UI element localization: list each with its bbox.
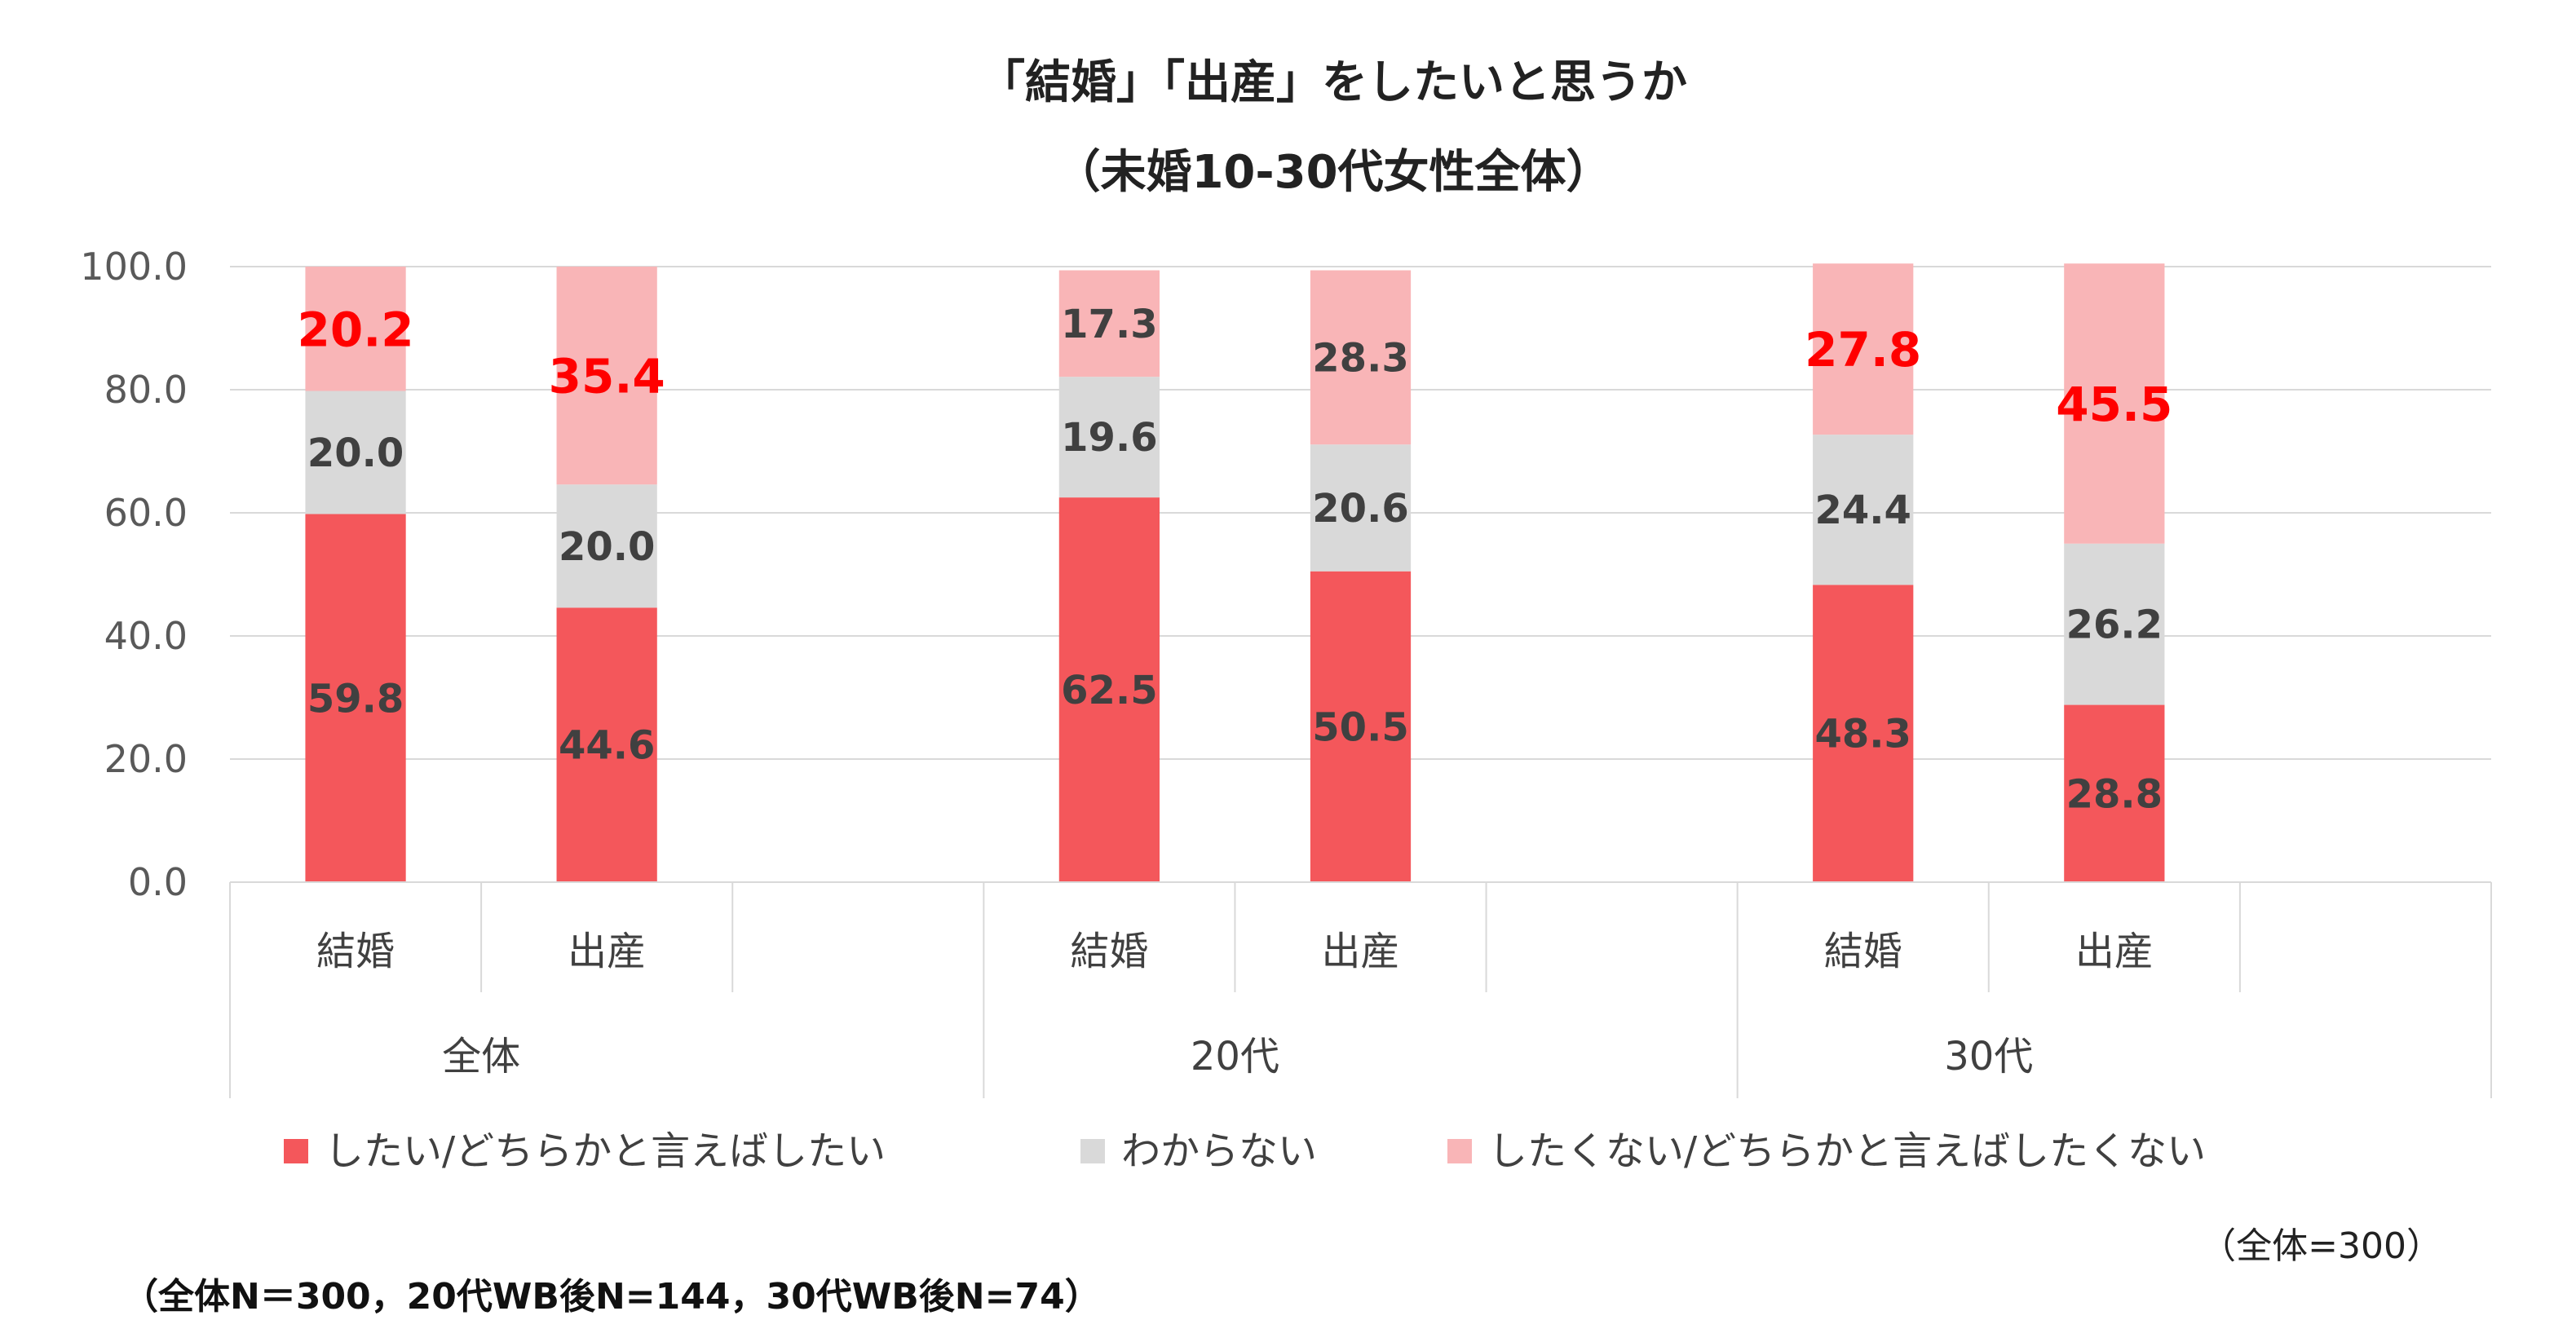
chart-title: 「結婚」「出産」をしたいと思うか bbox=[979, 56, 1687, 109]
x-category-label: 結婚 bbox=[316, 929, 395, 974]
bars bbox=[305, 263, 2165, 882]
y-tick-label: 40.0 bbox=[104, 614, 188, 658]
data-label: 28.8 bbox=[2066, 771, 2163, 817]
y-tick-label: 100.0 bbox=[80, 245, 188, 289]
bar-segment bbox=[1310, 444, 1412, 572]
bar-segment bbox=[1058, 497, 1160, 882]
data-label: 20.0 bbox=[307, 430, 404, 476]
data-label: 28.3 bbox=[1312, 335, 1408, 381]
y-tick-label: 0.0 bbox=[128, 860, 188, 904]
bar-segment bbox=[1058, 270, 1160, 377]
bar-segment bbox=[1813, 435, 1914, 585]
legend: したい/どちらかと言えばしたい わからない したくない/どちらかと言えばしたくない bbox=[284, 1128, 2206, 1174]
y-axis: 0.0 20.0 40.0 60.0 80.0 100.0 bbox=[80, 245, 188, 904]
data-label: 59.8 bbox=[307, 676, 404, 722]
y-tick-label: 20.0 bbox=[104, 737, 188, 781]
bar-segment bbox=[2064, 704, 2165, 882]
data-labels: 59.8 20.0 20.2 44.6 20.0 35.4 62.5 19.6 17.3 50.5… bbox=[298, 302, 2173, 817]
data-label: 50.5 bbox=[1312, 704, 1408, 750]
x-category-label: 出産 bbox=[1321, 929, 1399, 974]
data-label: 45.5 bbox=[2056, 377, 2172, 432]
bar-segment bbox=[556, 607, 657, 882]
data-label: 19.6 bbox=[1061, 415, 1157, 461]
total-note: （全体=300） bbox=[2200, 1225, 2442, 1267]
legend-swatch bbox=[284, 1139, 308, 1163]
x-category-label: 結婚 bbox=[1070, 929, 1148, 974]
data-label: 27.8 bbox=[1805, 322, 1921, 377]
legend-label: したい/どちらかと言えばしたい bbox=[325, 1128, 886, 1174]
data-label: 20.0 bbox=[559, 524, 655, 570]
bar-segment bbox=[2064, 543, 2165, 705]
x-group-label: 30代 bbox=[1944, 1034, 2033, 1079]
x-group-label: 20代 bbox=[1191, 1034, 1279, 1079]
data-label: 44.6 bbox=[559, 723, 655, 769]
bar-segment bbox=[1813, 585, 1914, 882]
data-label: 26.2 bbox=[2066, 603, 2163, 648]
x-category-label: 出産 bbox=[2075, 929, 2154, 974]
x-category-label: 結婚 bbox=[1824, 929, 1902, 974]
bar-segment bbox=[305, 267, 406, 391]
legend-swatch bbox=[1080, 1139, 1105, 1163]
data-label: 20.6 bbox=[1312, 486, 1408, 532]
data-label: 20.2 bbox=[298, 302, 414, 357]
legend-label: したくない/どちらかと言えばしたくない bbox=[1488, 1128, 2206, 1174]
bar-segment bbox=[305, 391, 406, 514]
chart-subtitle: （未婚10-30代女性全体） bbox=[1054, 146, 1611, 199]
y-tick-label: 60.0 bbox=[104, 491, 188, 535]
bar-segment bbox=[556, 267, 657, 485]
x-group-label: 全体 bbox=[442, 1034, 520, 1079]
bar-segment bbox=[1813, 263, 1914, 435]
data-label: 48.3 bbox=[1815, 712, 1911, 757]
data-label: 24.4 bbox=[1815, 488, 1911, 533]
data-label: 35.4 bbox=[549, 349, 665, 404]
legend-label: わからない bbox=[1121, 1128, 1317, 1174]
legend-swatch bbox=[1447, 1139, 1472, 1163]
x-category-label: 出産 bbox=[568, 929, 646, 974]
bar-segment bbox=[1310, 270, 1412, 445]
bar-segment bbox=[556, 484, 657, 608]
data-label: 17.3 bbox=[1061, 302, 1157, 347]
y-tick-label: 80.0 bbox=[104, 368, 188, 412]
data-label: 62.5 bbox=[1061, 668, 1157, 713]
bar-segment bbox=[305, 514, 406, 882]
bar-segment bbox=[2064, 263, 2165, 544]
footnote: （全体N＝300，20代WB後N=144，30代WB後N=74） bbox=[122, 1276, 1101, 1318]
bar-segment bbox=[1310, 571, 1412, 882]
bar-segment bbox=[1058, 377, 1160, 498]
